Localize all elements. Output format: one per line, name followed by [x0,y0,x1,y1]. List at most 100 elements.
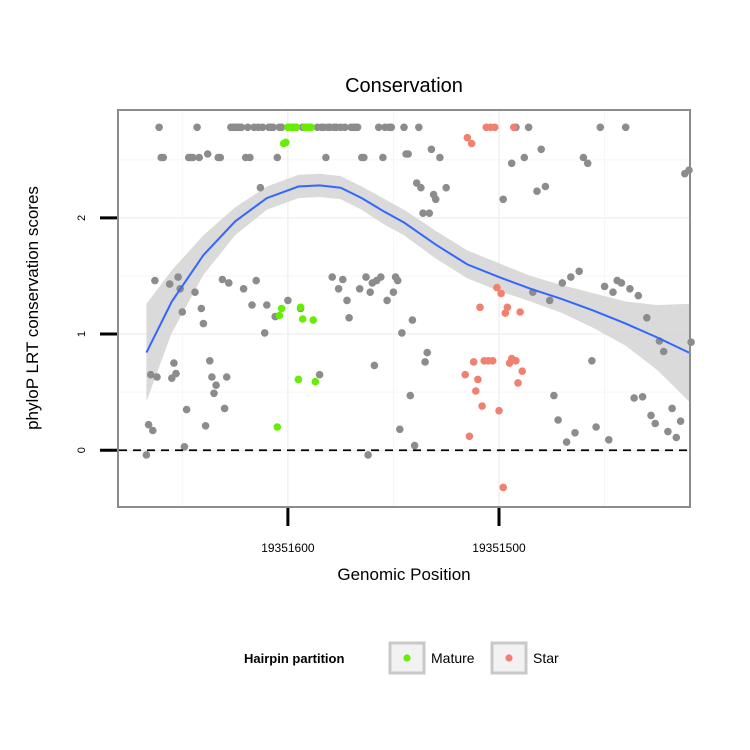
point-other [554,416,562,424]
point-other [170,359,178,367]
point-mature [298,315,307,323]
point-other [201,422,210,430]
point-star [463,133,472,142]
point-other [218,275,227,284]
point-other [258,123,267,132]
point-other [396,425,404,434]
point-mature [311,377,320,386]
point-other [345,314,353,322]
confidence-ribbon [146,173,689,402]
point-other [404,150,413,158]
plot-panel [117,109,695,508]
x-tick-label: 19351600 [261,541,315,555]
point-other [562,438,571,446]
y-tick-label: 2 [76,215,88,221]
point-other [244,123,252,132]
point-other [370,361,379,370]
point-other [174,273,182,281]
point-other [142,451,151,459]
point-other [393,276,402,285]
point-other [353,123,362,132]
point-other [362,273,370,281]
point-mature [275,311,284,320]
point-star [518,367,526,376]
legend-swatch-star [505,654,513,662]
point-other [149,426,157,435]
point-other [248,301,256,309]
point-star [493,283,501,292]
point-other [630,394,638,402]
smooth-fit [145,184,690,354]
point-other [263,301,271,309]
point-other [685,166,693,174]
point-other [284,296,292,305]
point-other [617,279,626,287]
confidence-band [146,173,689,402]
point-star [501,309,510,317]
x-axis-label: Genomic Position [337,565,470,584]
point-other [668,404,676,413]
legend-key-mature [388,641,426,675]
point-star [503,303,512,312]
point-other [545,296,554,305]
point-other [398,329,406,337]
y-tick-label: 0 [76,447,88,453]
point-other [621,123,630,132]
point-other [208,373,216,381]
point-other [664,427,672,436]
point-star [488,357,497,365]
point-other [237,123,246,132]
point-other [364,451,372,459]
point-other [406,391,415,400]
point-other [195,153,203,162]
point-other [339,275,347,284]
point-other [643,314,651,322]
point-other [203,150,212,158]
point-star [467,139,476,148]
point-other [687,338,695,347]
point-other [225,279,233,287]
point-other [583,159,592,168]
point-other [197,304,206,313]
point-star [469,358,478,366]
point-other [334,285,343,293]
point-other [383,296,391,305]
point-mature [292,123,301,132]
point-mature [294,375,303,384]
point-other [638,393,647,401]
point-other [588,357,596,365]
chart-title: Conservation [345,75,463,97]
point-other [222,373,231,381]
point-other [533,187,541,195]
point-other [155,123,163,132]
point-other [315,370,324,379]
legend-label-mature: Mature [431,650,475,666]
point-other [165,280,174,288]
point-other [550,391,558,400]
point-other [419,209,427,217]
legend-label-star: Star [533,650,559,666]
point-other [246,153,254,162]
legend-key-star [490,641,528,675]
point-other [220,404,229,413]
point-mature [309,316,318,324]
y-axis-label: phyloP LRT conservation scores [23,186,42,430]
point-other [343,296,351,305]
point-other [421,358,429,366]
point-other [605,436,613,444]
point-other [431,195,440,204]
point-other [575,267,583,276]
point-other [191,288,199,297]
point-other [374,123,383,132]
point-other [423,348,432,357]
point-other [146,370,155,379]
point-other [571,429,579,437]
point-star [510,123,518,132]
axes: 0 1 2 19351600 19351500 [76,215,526,555]
point-other [541,182,550,191]
point-mature [277,304,286,313]
point-other [260,329,269,337]
point-other [379,153,387,162]
point-other [408,316,417,324]
point-other [355,285,364,293]
